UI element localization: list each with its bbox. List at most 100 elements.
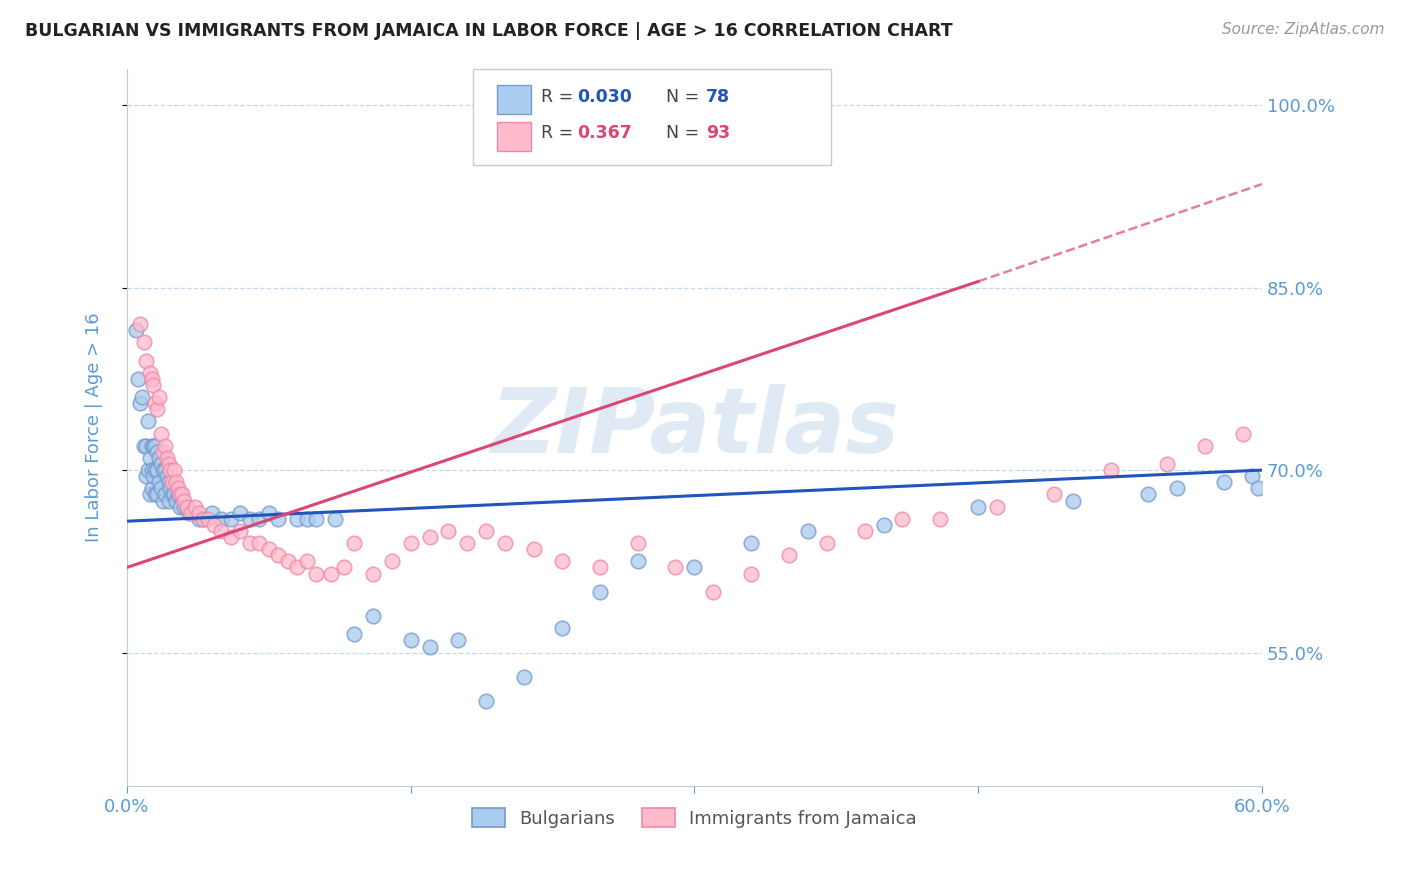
Point [219, 512, 242, 526]
Point [152, 445, 174, 459]
Point [163, 487, 186, 501]
Point [191, 512, 214, 526]
Point [156, 469, 179, 483]
FancyBboxPatch shape [496, 85, 531, 113]
Point [399, 536, 422, 550]
Point [551, 621, 574, 635]
Point [361, 566, 384, 581]
Point [239, 536, 262, 550]
Point [627, 536, 650, 550]
Point [138, 450, 160, 465]
Point [136, 463, 159, 477]
Point [1166, 481, 1188, 495]
Point [162, 487, 184, 501]
Point [229, 524, 252, 538]
Point [295, 554, 318, 568]
Point [1346, 342, 1368, 356]
Point [173, 493, 195, 508]
Point [132, 335, 155, 350]
Point [1099, 463, 1122, 477]
Point [211, 512, 233, 526]
Point [853, 524, 876, 538]
Point [129, 396, 152, 410]
Point [135, 469, 157, 483]
Text: N =: N = [666, 125, 704, 143]
Point [167, 487, 190, 501]
Point [169, 500, 191, 514]
Point [285, 560, 308, 574]
Point [125, 323, 148, 337]
Point [135, 353, 157, 368]
Point [169, 487, 191, 501]
Point [146, 487, 169, 501]
Point [187, 512, 209, 526]
Point [1355, 329, 1378, 343]
Point [143, 487, 166, 501]
Text: 0.367: 0.367 [578, 125, 633, 143]
Point [131, 390, 153, 404]
Point [267, 549, 290, 563]
Point [740, 566, 762, 581]
Point [305, 512, 328, 526]
Point [197, 512, 219, 526]
Point [152, 493, 174, 508]
Point [170, 487, 193, 501]
Point [142, 378, 165, 392]
Point [456, 536, 478, 550]
Point [141, 463, 163, 477]
Text: R =: R = [541, 88, 579, 106]
Point [267, 512, 290, 526]
Point [419, 530, 441, 544]
Point [211, 524, 233, 538]
Point [1326, 366, 1348, 380]
Point [179, 506, 201, 520]
Point [229, 506, 252, 520]
Point [159, 481, 181, 495]
Point [437, 524, 460, 538]
Point [148, 390, 170, 404]
Point [153, 463, 176, 477]
Point [589, 560, 612, 574]
Point [201, 506, 224, 520]
Point [173, 500, 195, 514]
Point [1232, 426, 1254, 441]
Point [149, 426, 172, 441]
Text: 0.030: 0.030 [578, 88, 633, 106]
Point [143, 463, 166, 477]
Point [627, 554, 650, 568]
Text: R =: R = [541, 125, 579, 143]
Point [146, 402, 169, 417]
Text: 78: 78 [706, 88, 730, 106]
Point [551, 554, 574, 568]
Point [176, 500, 198, 514]
Point [475, 694, 498, 708]
Point [146, 463, 169, 477]
Point [1402, 268, 1406, 283]
Point [381, 554, 404, 568]
Point [589, 584, 612, 599]
Point [184, 500, 207, 514]
Point [163, 463, 186, 477]
Point [219, 530, 242, 544]
Point [523, 542, 546, 557]
Point [148, 450, 170, 465]
Point [1194, 439, 1216, 453]
Point [129, 317, 152, 331]
Point [929, 512, 952, 526]
Point [1384, 293, 1406, 307]
Point [127, 372, 149, 386]
Text: N =: N = [666, 88, 704, 106]
Point [181, 506, 204, 520]
Point [1241, 469, 1264, 483]
Point [202, 517, 225, 532]
Point [239, 512, 262, 526]
Point [191, 512, 214, 526]
Point [815, 536, 838, 550]
Point [1364, 317, 1386, 331]
Point [305, 566, 328, 581]
Text: 93: 93 [706, 125, 730, 143]
Text: Source: ZipAtlas.com: Source: ZipAtlas.com [1222, 22, 1385, 37]
FancyBboxPatch shape [496, 122, 531, 151]
Point [153, 487, 176, 501]
Point [257, 542, 280, 557]
